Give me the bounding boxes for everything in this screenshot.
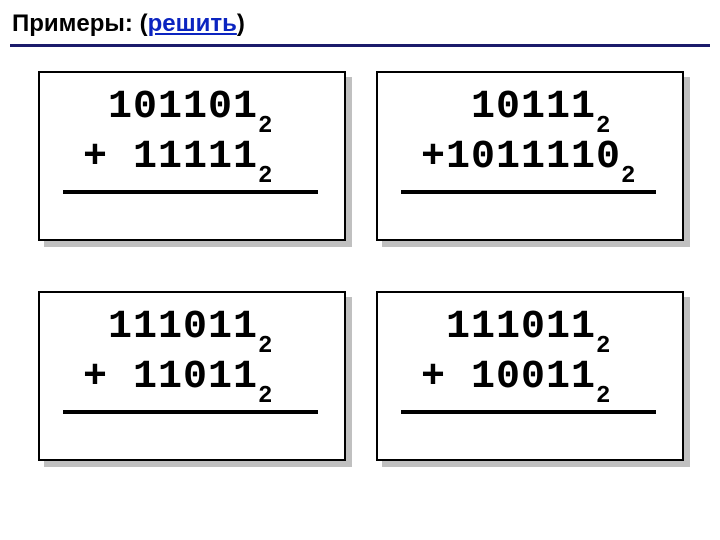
card-body: 101112 +10111102 — [376, 71, 684, 241]
digits: 111011 — [446, 305, 596, 350]
digits: 1011110 — [446, 135, 621, 180]
title-suffix: ) — [237, 10, 245, 37]
pad — [58, 85, 108, 130]
base-subscript: 2 — [621, 163, 636, 190]
pad: + — [396, 135, 446, 180]
card-body: 1110112 + 110112 — [38, 291, 346, 461]
operand-line-2: + 100112 — [396, 355, 664, 405]
base-subscript: 2 — [258, 163, 273, 190]
operand-line-1: 1011012 — [58, 85, 326, 135]
operand-line-1: 1110112 — [396, 305, 664, 355]
digits: 11011 — [133, 355, 258, 400]
base-subscript: 2 — [258, 113, 273, 140]
base-subscript: 2 — [258, 333, 273, 360]
pad: + — [396, 355, 471, 400]
sum-rule — [63, 410, 318, 414]
digits: 101101 — [108, 85, 258, 130]
base-subscript: 2 — [596, 333, 611, 360]
cards-grid: 1011012 + 111112 101112 +10111102 111011… — [0, 47, 720, 471]
base-subscript: 2 — [596, 383, 611, 410]
digits: 10011 — [471, 355, 596, 400]
title-prefix: Примеры: ( — [12, 10, 148, 37]
sum-rule — [63, 190, 318, 194]
page-title: Примеры: (решить) — [0, 0, 720, 44]
card-2: 101112 +10111102 — [376, 71, 684, 241]
sum-rule — [401, 410, 656, 414]
card-3: 1110112 + 110112 — [38, 291, 346, 461]
card-1: 1011012 + 111112 — [38, 71, 346, 241]
base-subscript: 2 — [258, 383, 273, 410]
operand-line-1: 1110112 — [58, 305, 326, 355]
operand-line-2: +10111102 — [396, 135, 664, 185]
digits: 11111 — [133, 135, 258, 180]
card-body: 1011012 + 111112 — [38, 71, 346, 241]
pad — [396, 305, 446, 350]
operand-line-1: 101112 — [396, 85, 664, 135]
operand-line-2: + 111112 — [58, 135, 326, 185]
card-4: 1110112 + 100112 — [376, 291, 684, 461]
pad — [396, 85, 471, 130]
card-body: 1110112 + 100112 — [376, 291, 684, 461]
digits: 111011 — [108, 305, 258, 350]
pad: + — [58, 355, 133, 400]
solve-link[interactable]: решить — [148, 10, 237, 37]
digits: 10111 — [471, 85, 596, 130]
sum-rule — [401, 190, 656, 194]
pad — [58, 305, 108, 350]
operand-line-2: + 110112 — [58, 355, 326, 405]
pad: + — [58, 135, 133, 180]
base-subscript: 2 — [596, 113, 611, 140]
